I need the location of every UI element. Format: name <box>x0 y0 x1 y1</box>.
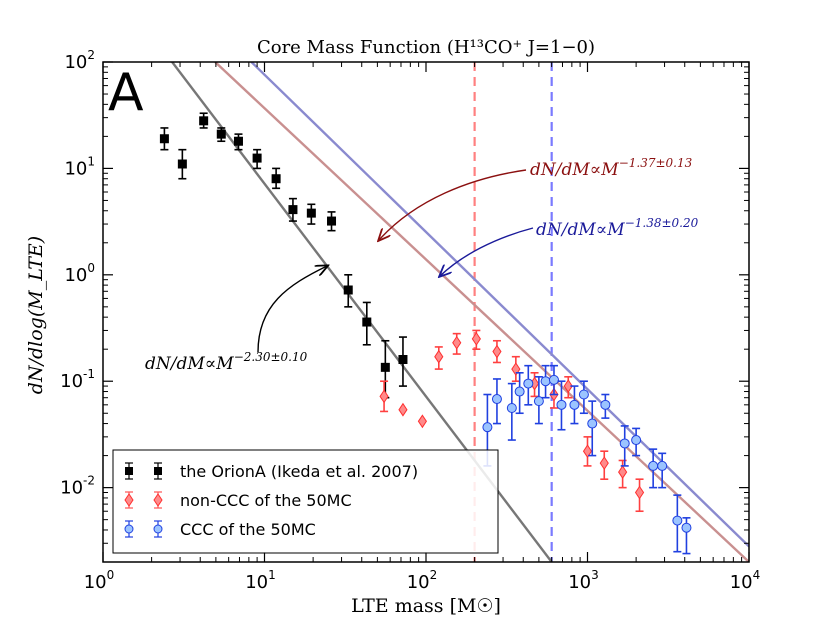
data-point <box>306 208 316 218</box>
data-point <box>523 378 534 389</box>
data-point <box>634 485 645 500</box>
y-tick-label: 101 <box>64 154 95 179</box>
data-point <box>434 349 444 364</box>
fit-annotation-noncc: dN/dM∝M−1.37±0.13 <box>530 156 693 180</box>
data-point <box>540 376 551 387</box>
data-point <box>343 285 353 295</box>
fit-label-orion-exp: −2.30±0.10 <box>234 350 308 364</box>
data-point <box>569 399 580 410</box>
legend-marker-noncc <box>124 491 163 509</box>
svg-text:dN/dM∝M−1.37±0.13: dN/dM∝M−1.37±0.13 <box>530 156 693 180</box>
legend-label-orion: the OrionA (Ikeda et al. 2007) <box>180 462 418 481</box>
data-point <box>506 403 517 414</box>
svg-text:dN/dM∝M−1.38±0.20: dN/dM∝M−1.38±0.20 <box>536 216 699 240</box>
x-tick-label: 103 <box>568 568 599 593</box>
data-point <box>491 394 502 405</box>
data-point <box>452 335 462 350</box>
legend-entry-noncc: non-CCC of the 50MC <box>124 491 352 510</box>
data-point <box>159 134 169 144</box>
y-tick-label: 10-1 <box>60 367 95 392</box>
x-tick-label: 102 <box>407 568 438 593</box>
chart-title: Core Mass Function (H¹³CO⁺ J=1−0) <box>257 37 595 58</box>
series-0 <box>159 112 408 399</box>
data-point <box>492 344 502 359</box>
y-axis-label: dN/dlog(M_LTE) <box>25 236 47 394</box>
legend-entry-orion: the OrionA (Ikeda et al. 2007) <box>125 462 418 481</box>
fit-annotation-ccc: dN/dM∝M−1.38±0.20 <box>536 216 699 240</box>
legend-label-ccc: CCC of the 50MC <box>180 520 316 539</box>
data-point <box>233 136 243 146</box>
x-tick-label: 104 <box>730 568 761 593</box>
legend-box <box>112 449 499 554</box>
data-point <box>514 386 525 397</box>
arrow-noncc <box>379 169 527 240</box>
axis-ticks: 100 101 102 103 104 10-2 10-1 100 101 102 <box>60 48 760 593</box>
data-point <box>362 317 372 327</box>
data-point <box>380 362 390 372</box>
legend-entry-ccc: CCC of the 50MC <box>124 520 316 539</box>
fit-annotation-orion: dN/dM∝M−2.30±0.10 <box>145 350 308 374</box>
legend-marker-orion <box>125 462 162 480</box>
svg-text:dN/dM∝M−2.30±0.10: dN/dM∝M−2.30±0.10 <box>145 350 308 374</box>
data-point <box>619 438 630 449</box>
data-point <box>600 399 611 410</box>
data-point <box>252 153 262 163</box>
data-point <box>271 174 281 184</box>
series-2 <box>482 364 692 555</box>
fit-label-orion-prefix: dN/dM∝M <box>145 354 234 374</box>
data-point <box>672 515 683 526</box>
data-point <box>511 362 521 376</box>
data-point <box>288 205 298 215</box>
data-point <box>556 399 567 410</box>
panel-label: A <box>108 63 144 123</box>
data-point <box>657 460 668 471</box>
data-point <box>618 465 628 479</box>
data-point <box>587 418 598 429</box>
data-point <box>582 444 593 459</box>
x-tick-label: 100 <box>84 568 115 593</box>
fit-label-noncc-prefix: dN/dM∝M <box>530 160 619 180</box>
data-series <box>159 112 692 555</box>
y-tick-label: 10-2 <box>60 474 95 499</box>
data-point <box>327 216 337 226</box>
arrow-orion <box>257 266 327 353</box>
arrow-ccc <box>440 227 534 276</box>
data-point <box>482 422 493 433</box>
legend-label-noncc: non-CCC of the 50MC <box>180 491 352 510</box>
data-point <box>398 354 408 364</box>
legend-marker-ccc <box>124 520 163 538</box>
data-point <box>379 389 389 404</box>
data-point <box>563 379 573 393</box>
data-point <box>548 374 559 385</box>
data-point <box>648 460 659 471</box>
fit-label-noncc-exp: −1.37±0.13 <box>619 156 693 170</box>
data-point <box>578 389 589 400</box>
data-point <box>216 129 226 139</box>
y-tick-label: 102 <box>64 48 95 73</box>
reference-vlines <box>473 62 553 562</box>
data-point <box>599 456 609 471</box>
data-point <box>533 396 544 407</box>
data-point <box>631 435 642 446</box>
legend: the OrionA (Ikeda et al. 2007) non-CCC o… <box>112 449 499 554</box>
y-tick-label: 100 <box>64 261 95 286</box>
fit-label-ccc-prefix: dN/dM∝M <box>536 220 625 240</box>
data-point <box>417 414 428 429</box>
data-point <box>471 331 481 346</box>
data-point <box>398 402 408 417</box>
plot-frame <box>102 61 750 563</box>
fit-line-1 <box>214 62 749 562</box>
x-tick-label: 101 <box>245 568 276 593</box>
x-axis-label: LTE mass [M☉] <box>351 595 501 617</box>
data-point <box>199 116 209 126</box>
fit-label-ccc-exp: −1.38±0.20 <box>625 216 699 230</box>
data-point <box>681 522 692 533</box>
data-point <box>177 159 187 169</box>
